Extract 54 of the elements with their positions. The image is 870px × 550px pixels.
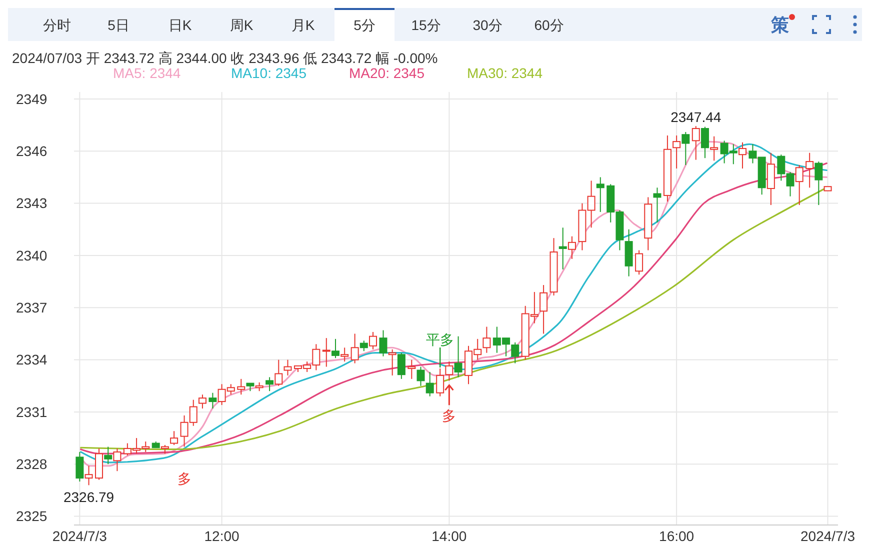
candlestick xyxy=(766,152,775,206)
y-tick-label: 2331 xyxy=(16,404,48,420)
text: MA30: 2344 xyxy=(467,65,543,81)
text: 月K xyxy=(291,17,316,33)
text: 日K xyxy=(168,17,192,33)
candlestick xyxy=(408,359,416,380)
y-tick-label: 2349 xyxy=(16,90,48,107)
annotation: 2326.79 xyxy=(63,488,114,505)
y-tick-label: 2328 xyxy=(16,456,48,472)
text: MA20: 2345 xyxy=(349,65,425,81)
y-tick-label: 2340 xyxy=(16,247,48,264)
text: MA10: 2345 xyxy=(231,65,307,81)
candlestick xyxy=(558,227,567,270)
x-tick-label: 16:00 xyxy=(659,528,694,544)
text: 周K xyxy=(230,17,254,33)
candlestick xyxy=(284,359,292,376)
candlestick xyxy=(540,284,548,334)
x-tick-label: 14:00 xyxy=(432,528,467,544)
candlestick xyxy=(84,465,93,486)
candlestick xyxy=(322,338,330,368)
text: 5分 xyxy=(354,17,376,33)
text: 5日 xyxy=(108,17,130,33)
text: 60分 xyxy=(534,17,564,33)
candlestick xyxy=(824,186,832,192)
annotation: 多 xyxy=(177,470,192,486)
candlestick xyxy=(596,176,604,212)
annotation: 多 xyxy=(442,408,456,424)
x-tick-label: 2024/7/3 xyxy=(52,528,108,544)
candlestick xyxy=(663,134,672,202)
candlestick xyxy=(624,228,633,277)
text: 分时 xyxy=(43,17,71,33)
text: 30分 xyxy=(472,17,502,33)
y-tick-label: 2343 xyxy=(16,195,48,212)
text: 15分 xyxy=(411,17,441,33)
text: 策 xyxy=(770,15,789,35)
y-tick-label: 2337 xyxy=(16,300,48,316)
candlestick xyxy=(710,136,718,162)
candlestick xyxy=(672,134,681,170)
y-tick-label: 2346 xyxy=(16,143,48,160)
annotation: 2347.44 xyxy=(670,109,722,126)
text: MA5: 2344 xyxy=(113,65,181,81)
x-tick-label: 12:00 xyxy=(204,528,240,544)
candlestick xyxy=(644,196,652,251)
y-tick-label: 2325 xyxy=(16,508,48,524)
y-tick-label: 2334 xyxy=(16,352,48,368)
text: 2024/07/03 开 2343.72 高 2344.00 收 2343.96 低 2343.72 幅 -0.00% xyxy=(12,50,438,66)
candlestick xyxy=(568,236,576,260)
x-tick-label: 2024/7/3 xyxy=(800,528,856,544)
annotation: 平多 xyxy=(426,331,454,348)
candlestick xyxy=(653,187,662,223)
candlestick xyxy=(482,326,491,354)
candlestick xyxy=(738,142,746,170)
candlestick xyxy=(806,152,814,188)
candlestick xyxy=(445,361,454,382)
